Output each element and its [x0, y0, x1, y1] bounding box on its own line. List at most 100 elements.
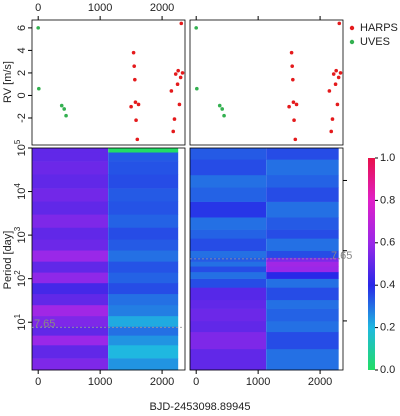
- heat-cell: [266, 331, 339, 350]
- rv-point: [330, 117, 335, 121]
- rv-point: [169, 89, 174, 93]
- heat-cell: [32, 201, 109, 215]
- legend-label: HARPS: [360, 22, 398, 34]
- heat-cell: [108, 293, 179, 306]
- heat-cell: [108, 161, 179, 175]
- rv-point: [331, 72, 336, 76]
- y-tick-label: 6: [16, 25, 28, 31]
- heat-cell: [108, 335, 179, 346]
- colorbar-tick-label: 0.2: [380, 322, 395, 334]
- y-tick-label: 0: [16, 92, 28, 98]
- heat-cell: [266, 266, 339, 273]
- rv-point: [338, 71, 343, 75]
- heat-cell: [266, 271, 339, 279]
- rv-point: [287, 104, 291, 109]
- legend-marker: [349, 39, 355, 45]
- x-tick-label: 0: [35, 2, 41, 14]
- heat-cell: [108, 201, 179, 215]
- heat-cell: [108, 227, 179, 240]
- rv-point: [220, 107, 225, 111]
- y-tick-label: 103: [13, 226, 28, 243]
- x-tick-label: 1000: [88, 2, 112, 14]
- rv-point: [333, 82, 338, 86]
- heat-cell: [108, 315, 179, 327]
- rv-point: [291, 77, 295, 82]
- heat-cell: [266, 217, 339, 230]
- rv-point: [134, 118, 138, 123]
- rv-point: [131, 50, 136, 55]
- heat-cell: [190, 287, 267, 301]
- heat-cell: [266, 148, 339, 160]
- rv-point: [337, 21, 342, 26]
- legend-marker: [349, 25, 355, 31]
- rv-point: [172, 117, 177, 121]
- heat-cell: [190, 159, 267, 176]
- heat-cell: [32, 250, 109, 262]
- rv-point: [175, 82, 180, 86]
- period-axis-label: Period [day]: [2, 231, 14, 290]
- colorbar: [368, 158, 375, 370]
- x-tick-label: 1000: [88, 376, 112, 388]
- y-tick-base: 10: [16, 188, 28, 200]
- rv-point: [176, 68, 180, 73]
- rv-point: [336, 75, 341, 80]
- rv-point: [334, 68, 338, 73]
- rv-point: [335, 102, 340, 107]
- y-tick-power: 2: [13, 270, 22, 275]
- heat-cell: [190, 308, 267, 322]
- heat-cell: [108, 344, 179, 359]
- heat-cell: [190, 331, 267, 350]
- heat-cell: [32, 261, 109, 273]
- rv-frame: [189, 19, 344, 146]
- rv-point: [171, 129, 176, 134]
- y-tick-power: 5: [13, 139, 22, 144]
- heat-cell: [190, 299, 267, 309]
- heat-cell: [266, 159, 339, 176]
- rv-point: [136, 102, 141, 107]
- heat-cell: [32, 272, 109, 284]
- heat-cell: [32, 335, 109, 346]
- heat-cell: [108, 326, 179, 336]
- heat-cell: [190, 217, 267, 230]
- heat-cell: [32, 358, 109, 371]
- rv-point: [62, 107, 67, 111]
- heat-cell: [190, 238, 267, 251]
- rv-point: [291, 100, 296, 105]
- colorbar-tick-label: 0.4: [380, 279, 395, 291]
- rv-point: [290, 64, 295, 68]
- y-tick-power: 3: [13, 226, 22, 231]
- y-tick-power: 1: [13, 313, 22, 318]
- heat-cell: [32, 148, 109, 153]
- heat-cell: [266, 287, 339, 301]
- rv-point: [177, 102, 182, 107]
- heat-cell: [108, 174, 179, 189]
- y-tick-base: 10: [16, 275, 28, 287]
- heat-cell: [266, 261, 339, 267]
- heat-cell: [32, 293, 109, 306]
- heat-cell: [108, 250, 179, 262]
- heat-cell: [108, 148, 179, 153]
- rv-point: [289, 50, 294, 55]
- y-tick-label: 105: [13, 139, 28, 156]
- rv-point: [133, 77, 137, 82]
- rv-point: [329, 129, 334, 134]
- x-tick-label: 0: [193, 376, 199, 388]
- heat-cell: [108, 272, 179, 284]
- y-tick-label: 2: [16, 70, 28, 76]
- rv-point: [292, 118, 296, 123]
- heat-cell: [266, 238, 339, 251]
- heat-cell: [266, 320, 339, 333]
- heat-cell: [32, 227, 109, 240]
- heat-cell: [108, 152, 179, 162]
- heat-cell: [266, 229, 339, 239]
- rv-point: [135, 137, 140, 142]
- heat-cell: [266, 348, 339, 371]
- heat-cell: [190, 201, 267, 218]
- y-tick-label: 4: [16, 47, 28, 53]
- heat-cell: [266, 257, 339, 262]
- heat-cell: [32, 304, 109, 317]
- heat-cell: [266, 278, 339, 288]
- rv-point: [195, 86, 199, 91]
- colorbar-tick-label: 1.0: [380, 152, 395, 164]
- heat-cell: [190, 320, 267, 333]
